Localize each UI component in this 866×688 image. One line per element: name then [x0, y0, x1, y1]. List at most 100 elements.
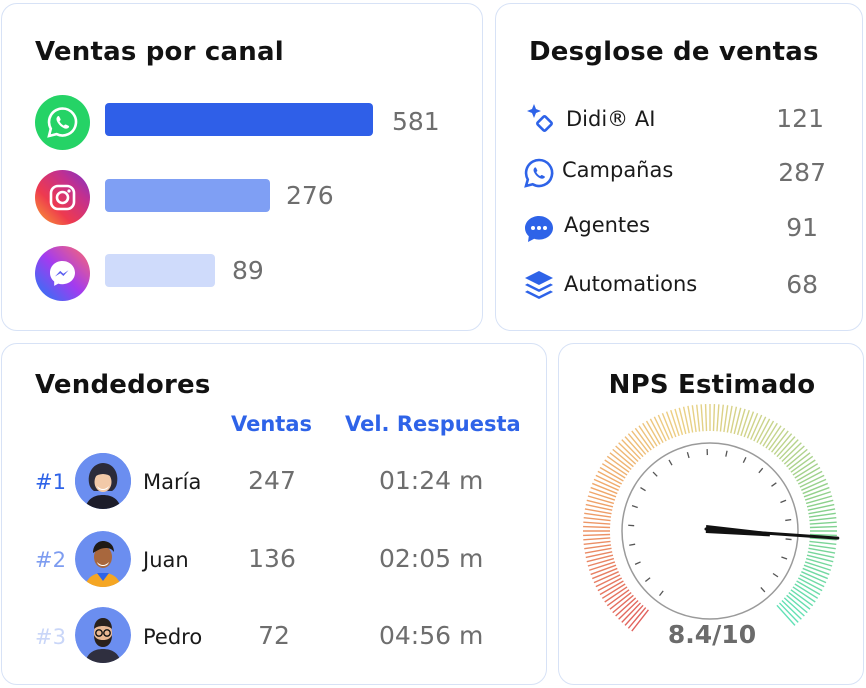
gauge-tick: [759, 420, 775, 445]
gauge-tick: [788, 452, 811, 470]
gauge-tick: [809, 533, 837, 537]
gauge-tick: [756, 418, 771, 444]
gauge-tick: [601, 583, 626, 599]
gauge-tick: [661, 412, 674, 439]
desglose-value-agentes: 91: [786, 213, 818, 242]
gauge-tick: [794, 583, 819, 599]
gauge-tick: [612, 594, 634, 614]
gauge-tick: [593, 571, 619, 584]
gauge-tick: [786, 448, 808, 468]
gauge-tick: [802, 482, 829, 495]
gauge-tick: [804, 491, 832, 501]
gauge-tick: [612, 448, 634, 468]
gauge-tick: [682, 406, 690, 434]
gauge-tick: [802, 567, 829, 580]
gauge-tick: [631, 430, 649, 453]
rank-1: #1: [35, 470, 66, 494]
gauge-tick: [587, 557, 615, 567]
gauge-tick: [716, 404, 720, 432]
gauge-minor-tick: [785, 518, 792, 522]
messenger-bar: [105, 254, 215, 287]
gauge-tick: [638, 425, 655, 449]
gauge-tick: [762, 422, 778, 447]
gauge-tick: [808, 512, 836, 518]
gauge-tick: [604, 459, 628, 476]
gauge-tick: [743, 411, 755, 438]
gauge-tick: [631, 609, 649, 632]
desglose-de-ventas-card: Desglose de ventas Didi® AI 121 Campañas…: [495, 3, 863, 331]
gauge-tick: [583, 537, 611, 541]
vendedor-ventas: 136: [248, 544, 296, 573]
gauge-tick: [799, 474, 825, 488]
gauge-tick: [719, 404, 724, 432]
gauge-tick: [750, 414, 763, 440]
column-header-vel-respuesta: Vel. Respuesta: [345, 412, 521, 436]
gauge-tick: [584, 544, 612, 550]
gauge-tick: [588, 561, 616, 571]
gauge-tick: [583, 525, 611, 529]
gauge-tick: [792, 586, 816, 603]
gauge-tick: [805, 557, 833, 567]
column-header-ventas: Ventas: [231, 412, 313, 436]
gauge-tick: [590, 564, 617, 576]
gauge-minor-tick: [668, 459, 673, 466]
whatsapp-icon: [35, 95, 90, 150]
gauge-tick: [733, 407, 742, 435]
gauge-minor-tick: [760, 587, 766, 593]
gauge-minor-tick: [742, 457, 747, 463]
desglose-value-didi: 121: [776, 104, 824, 133]
gauge-minor-tick: [771, 482, 777, 487]
gauge-tick: [723, 405, 729, 433]
gauge-tick: [591, 482, 618, 495]
messenger-value: 89: [232, 256, 264, 285]
gauge-tick: [588, 491, 616, 501]
gauge-tick: [776, 604, 796, 626]
gauge-tick: [604, 586, 628, 603]
gauge-tick: [649, 418, 664, 444]
gauge-tick: [726, 405, 733, 433]
gauge-tick: [585, 551, 613, 559]
gauge-tick: [746, 412, 759, 439]
gauge-tick: [807, 551, 835, 559]
vendedor-vel-respuesta: 02:05 m: [379, 544, 484, 573]
gauge-tick: [809, 521, 837, 525]
gauge-tick: [776, 436, 796, 458]
gauge-tick: [805, 495, 833, 505]
gauge-tick: [585, 503, 613, 511]
gauge-tick: [587, 495, 615, 505]
gauge-tick: [615, 597, 637, 617]
gauge-tick: [674, 408, 684, 436]
gauge-tick: [645, 420, 661, 445]
gauge-minor-tick: [780, 499, 787, 504]
desglose-value-campanas: 287: [778, 158, 826, 187]
desglose-value-automations: 68: [786, 270, 818, 299]
gauge-tick: [730, 406, 738, 434]
gauge-tick: [627, 607, 647, 629]
gauge-tick: [790, 455, 814, 473]
gauge-minor-tick: [629, 543, 636, 546]
gauge-tick: [808, 508, 836, 515]
gauge-tick: [609, 452, 632, 470]
gauge-tick: [786, 594, 808, 614]
ventas-por-canal-card: Ventas por canal 581 276: [1, 3, 483, 331]
gauge-tick: [599, 580, 624, 596]
gauge-colored-ticks: [583, 404, 837, 632]
gauge-tick: [712, 404, 716, 432]
gauge-tick: [783, 445, 805, 465]
gauge-minor-tick: [781, 556, 788, 560]
gauge-minor-tick: [686, 451, 690, 459]
gauge-tick: [696, 404, 701, 432]
vendedor-name: Juan: [143, 548, 189, 572]
gauge-minor-tick: [634, 561, 641, 565]
gauge-tick: [804, 561, 832, 571]
gauge-tick: [590, 486, 617, 498]
vendedor-name: María: [143, 470, 202, 494]
gauge-minor-tick: [758, 467, 764, 474]
gauge-minor-tick: [785, 538, 792, 541]
gauge-tick: [586, 499, 614, 508]
gauge-tick: [627, 433, 647, 455]
gauge-tick: [597, 577, 623, 592]
gauge-tick: [799, 574, 825, 588]
gauge-tick: [678, 407, 687, 435]
gauge-tick: [736, 408, 746, 436]
